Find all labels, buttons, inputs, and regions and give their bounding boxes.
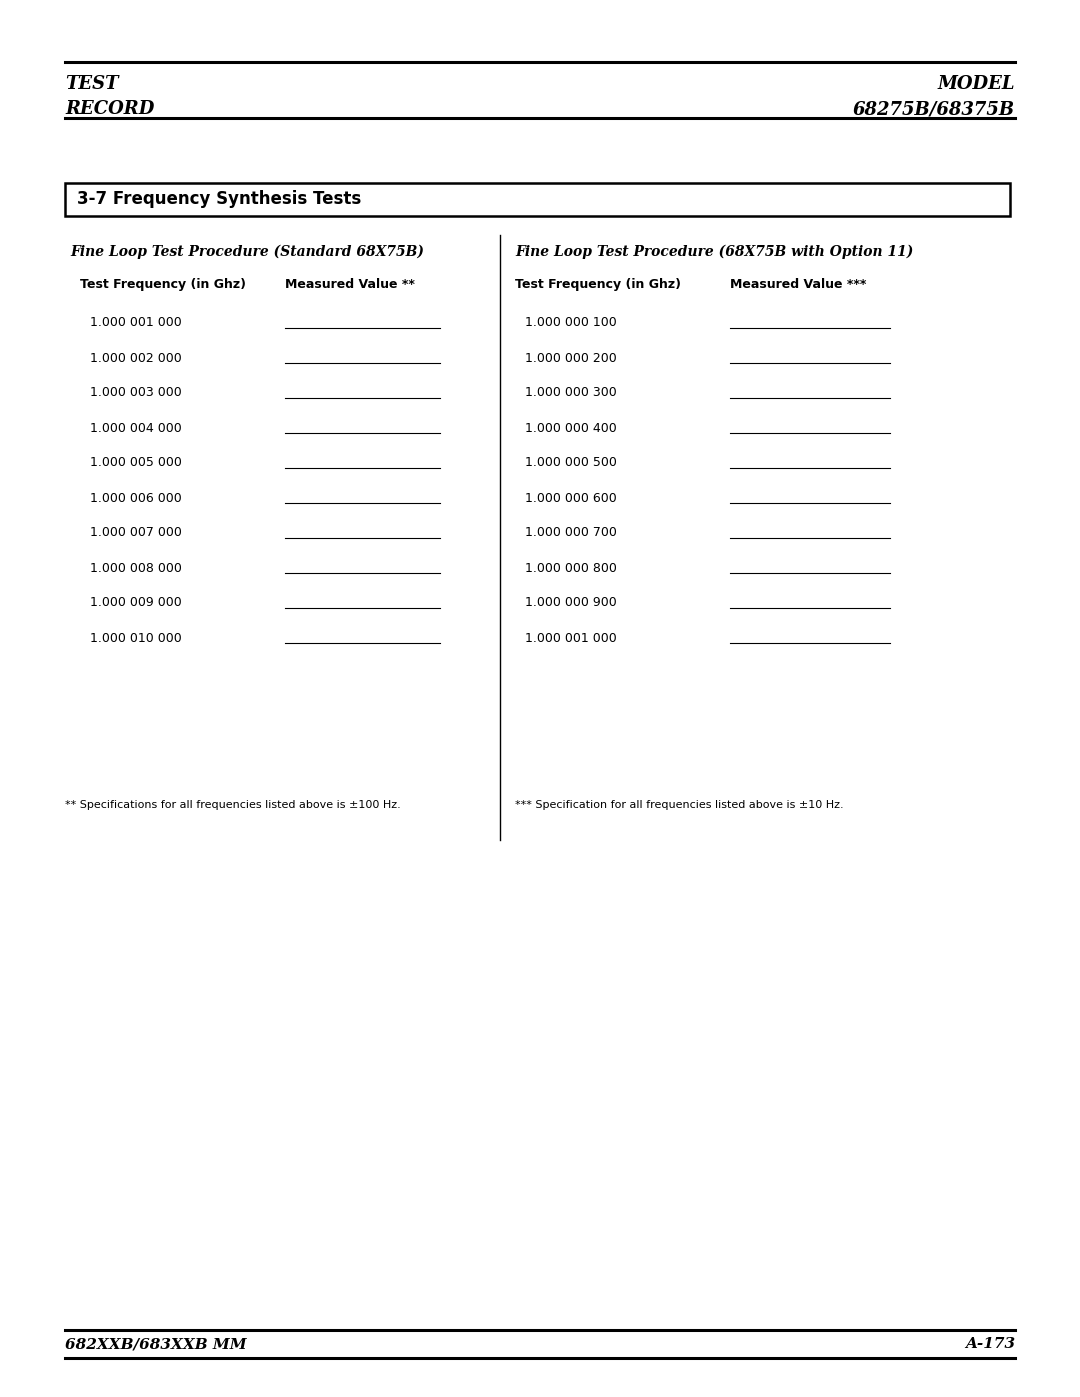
Text: 1.000 006 000: 1.000 006 000 <box>90 492 181 504</box>
Text: 682XXB/683XXB MM: 682XXB/683XXB MM <box>65 1337 246 1351</box>
Text: 1.000 000 500: 1.000 000 500 <box>525 457 617 469</box>
Text: 1.000 000 400: 1.000 000 400 <box>525 422 617 434</box>
Text: 3-7 Frequency Synthesis Tests: 3-7 Frequency Synthesis Tests <box>77 190 361 208</box>
Text: *** Specification for all frequencies listed above is ±10 Hz.: *** Specification for all frequencies li… <box>515 800 843 810</box>
Text: Fine Loop Test Procedure (68X75B with Option 11): Fine Loop Test Procedure (68X75B with Op… <box>515 244 914 260</box>
Text: Test Frequency (in Ghz): Test Frequency (in Ghz) <box>80 278 246 291</box>
Text: 1.000 008 000: 1.000 008 000 <box>90 562 181 574</box>
Text: Measured Value ***: Measured Value *** <box>730 278 866 291</box>
Text: 1.000 010 000: 1.000 010 000 <box>90 631 181 644</box>
Text: TEST: TEST <box>65 75 119 94</box>
Text: 1.000 005 000: 1.000 005 000 <box>90 457 181 469</box>
Text: 1.000 002 000: 1.000 002 000 <box>90 352 181 365</box>
Text: Test Frequency (in Ghz): Test Frequency (in Ghz) <box>515 278 681 291</box>
Text: 1.000 000 600: 1.000 000 600 <box>525 492 617 504</box>
Text: 1.000 001 000: 1.000 001 000 <box>525 631 617 644</box>
Text: ** Specifications for all frequencies listed above is ±100 Hz.: ** Specifications for all frequencies li… <box>65 800 401 810</box>
Text: 1.000 003 000: 1.000 003 000 <box>90 387 181 400</box>
Bar <box>65 183 1010 217</box>
Text: A-173: A-173 <box>964 1337 1015 1351</box>
Text: 1.000 000 900: 1.000 000 900 <box>525 597 617 609</box>
Text: 1.000 007 000: 1.000 007 000 <box>90 527 181 539</box>
Text: 1.000 000 200: 1.000 000 200 <box>525 352 617 365</box>
Text: RECORD: RECORD <box>65 101 154 117</box>
Text: 1.000 004 000: 1.000 004 000 <box>90 422 181 434</box>
Text: 1.000 009 000: 1.000 009 000 <box>90 597 181 609</box>
Text: 1.000 001 000: 1.000 001 000 <box>90 317 181 330</box>
Text: 1.000 000 700: 1.000 000 700 <box>525 527 617 539</box>
Text: 1.000 000 100: 1.000 000 100 <box>525 317 617 330</box>
Text: MODEL: MODEL <box>937 75 1015 94</box>
Text: 1.000 000 300: 1.000 000 300 <box>525 387 617 400</box>
Text: 68275B/68375B: 68275B/68375B <box>853 101 1015 117</box>
Text: Measured Value **: Measured Value ** <box>285 278 415 291</box>
Text: Fine Loop Test Procedure (Standard 68X75B): Fine Loop Test Procedure (Standard 68X75… <box>70 244 424 260</box>
Text: 1.000 000 800: 1.000 000 800 <box>525 562 617 574</box>
